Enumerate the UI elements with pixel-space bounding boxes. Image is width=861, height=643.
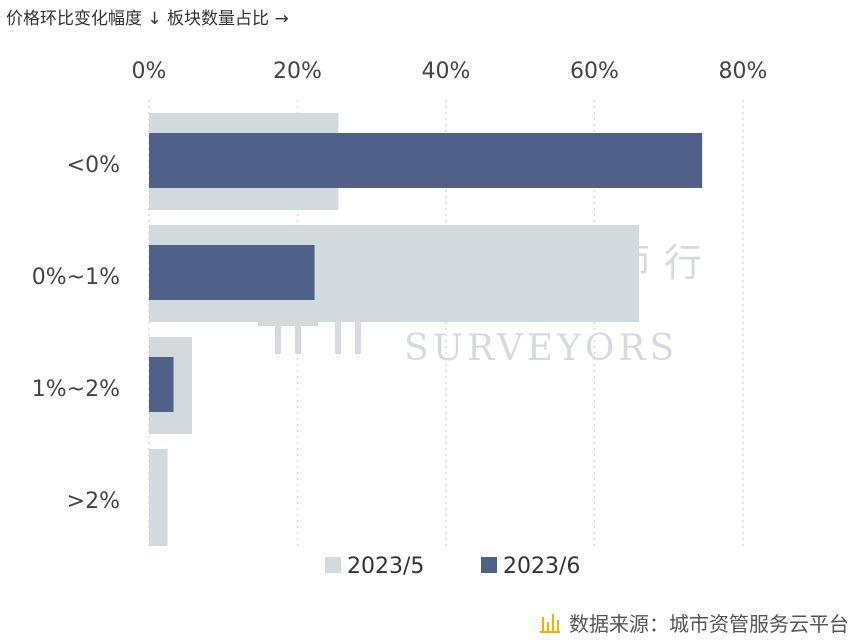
bar-2023-6 (149, 133, 703, 188)
axis-corner-label: 价格环比变化幅度 ↓ 板块数量占比 → (6, 9, 289, 29)
legend-label: 2023/5 (347, 554, 424, 579)
legend: 2023/5 2023/6 (325, 554, 580, 579)
category-label: 0%~1% (32, 265, 120, 290)
category-label: >2% (67, 489, 120, 514)
category-labels: <0% 0%~1% 1%~2% >2% (32, 153, 120, 514)
x-tick-label: 0% (132, 59, 167, 84)
bars (149, 113, 703, 546)
x-tick-label: 60% (570, 59, 619, 84)
category-label: 1%~2% (32, 377, 120, 402)
bar-2023-6 (149, 245, 315, 300)
bar-chart-icon (540, 613, 560, 633)
data-source: 数据来源：城市资管服务云平台 (539, 608, 849, 637)
legend-label: 2023/6 (503, 554, 580, 579)
x-tick-label: 20% (273, 59, 322, 84)
legend-swatch (325, 557, 341, 573)
x-tick-label: 80% (719, 59, 768, 84)
x-tick-label: 40% (422, 59, 471, 84)
data-source-text: 数据来源：城市资管服务云平台 (569, 612, 849, 636)
bar-2023-6 (149, 357, 174, 412)
x-axis-ticks: 0% 20% 40% 60% 80% (132, 59, 768, 84)
legend-swatch (481, 557, 497, 573)
bar-2023-5 (149, 449, 168, 546)
category-label: <0% (67, 153, 120, 178)
